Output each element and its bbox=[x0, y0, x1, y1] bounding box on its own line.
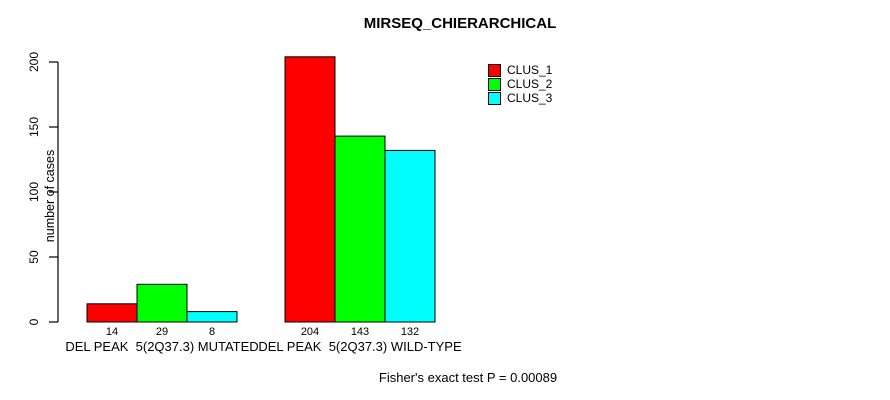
legend: CLUS_1 CLUS_2 CLUS_3 bbox=[488, 64, 552, 105]
bar-clus_3-group1 bbox=[186, 311, 238, 323]
bar-value-label: 132 bbox=[401, 326, 419, 338]
bar-value-label: 8 bbox=[209, 326, 215, 338]
bar-value-label: 29 bbox=[156, 326, 168, 338]
legend-label-clus-2: CLUS_2 bbox=[507, 77, 553, 92]
bar-value-label: 143 bbox=[351, 326, 369, 338]
legend-label-clus-3: CLUS_3 bbox=[507, 90, 553, 105]
bar-value-label: 204 bbox=[301, 326, 319, 338]
legend-swatch-clus-2 bbox=[488, 78, 501, 92]
bar-clus_1-group1 bbox=[86, 303, 138, 323]
y-axis-tick-label: 150 bbox=[27, 117, 41, 137]
chart-title: MIRSEQ_CHIERARCHICAL bbox=[363, 15, 557, 32]
legend-swatch-clus-1 bbox=[488, 64, 501, 78]
bar-clus_1-group2 bbox=[284, 56, 336, 323]
bar-clus_2-group1 bbox=[136, 283, 188, 323]
legend-item-clus-1: CLUS_1 bbox=[488, 64, 552, 78]
x-category-label-wild-type: DEL PEAK 5(2Q37.3) WILD-TYPE bbox=[258, 339, 462, 354]
y-axis-tick-label: 0 bbox=[27, 318, 41, 325]
bar-clus_2-group2 bbox=[334, 135, 386, 323]
legend-item-clus-3: CLUS_3 bbox=[488, 91, 552, 105]
y-axis-tick-label: 200 bbox=[27, 52, 41, 72]
legend-item-clus-2: CLUS_2 bbox=[488, 78, 552, 92]
y-axis-tick-label: 100 bbox=[27, 182, 41, 202]
legend-swatch-clus-3 bbox=[488, 91, 501, 105]
legend-label-clus-1: CLUS_1 bbox=[507, 63, 553, 78]
bar-value-label: 14 bbox=[106, 326, 118, 338]
x-category-label-mutated: DEL PEAK 5(2Q37.3) MUTATED bbox=[65, 339, 259, 354]
fisher-test-annotation: Fisher's exact test P = 0.00089 bbox=[378, 370, 558, 385]
y-axis-tick-label: 50 bbox=[27, 250, 41, 264]
bar-clus_3-group2 bbox=[384, 149, 436, 323]
